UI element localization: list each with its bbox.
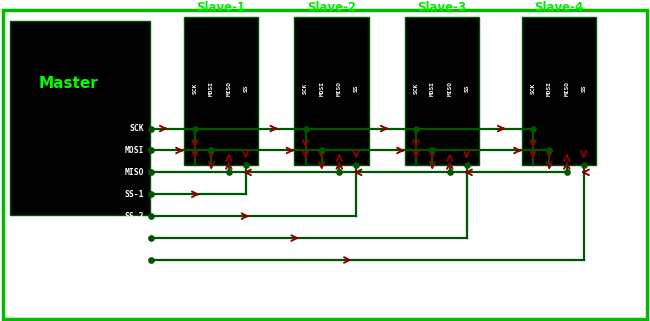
Text: SS-3: SS-3: [125, 234, 144, 243]
Text: Slave-2: Slave-2: [307, 1, 356, 14]
Text: MOSI: MOSI: [125, 146, 144, 155]
Text: SS-4: SS-4: [125, 256, 144, 265]
Text: Master: Master: [38, 76, 98, 91]
FancyBboxPatch shape: [404, 17, 480, 165]
Text: SS: SS: [464, 84, 469, 92]
Text: SCK: SCK: [192, 82, 198, 94]
Text: SCK: SCK: [413, 82, 419, 94]
Text: SCK: SCK: [303, 82, 308, 94]
Text: SS: SS: [581, 84, 586, 92]
Text: SS: SS: [243, 84, 248, 92]
Text: SS-1: SS-1: [125, 190, 144, 199]
Text: Slave-3: Slave-3: [417, 1, 467, 14]
Text: SCK: SCK: [530, 82, 536, 94]
Text: MISO: MISO: [447, 81, 452, 96]
Text: SCK: SCK: [130, 124, 144, 133]
Text: MISO: MISO: [226, 81, 231, 96]
FancyBboxPatch shape: [10, 21, 150, 215]
Text: SS-2: SS-2: [125, 212, 144, 221]
Text: Slave-4: Slave-4: [534, 1, 584, 14]
Text: Slave-1: Slave-1: [196, 1, 246, 14]
FancyBboxPatch shape: [184, 17, 259, 165]
FancyBboxPatch shape: [294, 17, 369, 165]
Text: MISO: MISO: [564, 81, 569, 96]
Text: MISO: MISO: [125, 168, 144, 177]
Text: SS: SS: [354, 84, 359, 92]
Text: MOSI: MOSI: [430, 81, 435, 96]
Text: MOSI: MOSI: [209, 81, 214, 96]
Text: MOSI: MOSI: [319, 81, 324, 96]
Text: MISO: MISO: [337, 81, 342, 96]
Text: MOSI: MOSI: [547, 81, 552, 96]
FancyBboxPatch shape: [521, 17, 597, 165]
